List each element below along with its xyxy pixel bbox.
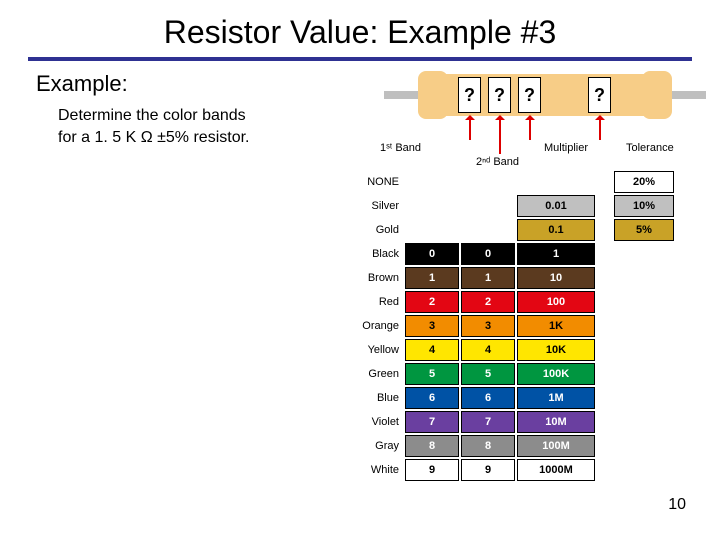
band-1: ? <box>458 77 481 113</box>
chart-cell <box>405 195 459 217</box>
chart-cell: 100M <box>517 435 595 457</box>
chart-cell: 5 <box>405 363 459 385</box>
resistor-body <box>418 74 672 116</box>
color-name: NONE <box>352 170 404 194</box>
band-3: ? <box>518 77 541 113</box>
arrow-4 <box>599 116 601 140</box>
chart-cell <box>405 219 459 241</box>
band-label-4: Tolerance <box>626 142 674 154</box>
page-title: Resistor Value: Example #3 <box>0 0 720 51</box>
arrow-3 <box>529 116 531 140</box>
chart-row: Blue661M <box>352 386 704 410</box>
chart-cell: 5% <box>614 219 674 241</box>
color-name: Black <box>352 242 404 266</box>
chart-row: Violet7710M <box>352 410 704 434</box>
color-name: Blue <box>352 386 404 410</box>
chart-cell: 1M <box>517 387 595 409</box>
chart-cell: 6 <box>405 387 459 409</box>
color-name: Gray <box>352 434 404 458</box>
chart-cell: 10 <box>517 267 595 289</box>
resistor-lead-right <box>668 91 706 99</box>
prompt-line1: Determine the color bands <box>58 107 246 124</box>
chart-cell: 7 <box>461 411 515 433</box>
prompt-text: Determine the color bands for a 1. 5 K Ω… <box>58 105 348 148</box>
chart-cell: 4 <box>461 339 515 361</box>
chart-cell: 9 <box>405 459 459 481</box>
chart-row: Silver 0.01 10% <box>352 194 704 218</box>
chart-row: Gold 0.1 5% <box>352 218 704 242</box>
chart-cell: 8 <box>405 435 459 457</box>
arrow-2 <box>499 116 501 154</box>
chart-row: Orange331K <box>352 314 704 338</box>
color-name: Violet <box>352 410 404 434</box>
chart-cell: 0.01 <box>517 195 595 217</box>
chart-cell: 4 <box>405 339 459 361</box>
chart-row: Red22100 <box>352 290 704 314</box>
chart-cell: 9 <box>461 459 515 481</box>
band-label-1: 1ˢᵗ Band <box>380 142 421 154</box>
chart-cell: 7 <box>405 411 459 433</box>
chart-cell: 10M <box>517 411 595 433</box>
chart-row: Brown1110 <box>352 266 704 290</box>
band-4: ? <box>588 77 611 113</box>
chart-cell: 2 <box>461 291 515 313</box>
color-name: Yellow <box>352 338 404 362</box>
color-chart: NONE20%Silver0.0110%Gold0.15%Black001Bro… <box>352 170 704 482</box>
chart-cell: 1 <box>461 267 515 289</box>
color-name: Red <box>352 290 404 314</box>
chart-row: White991000M <box>352 458 704 482</box>
chart-cell: 100K <box>517 363 595 385</box>
title-rule <box>28 57 692 61</box>
prompt-line2: for a 1. 5 K Ω ±5% resistor. <box>58 129 249 146</box>
chart-cell: 1 <box>405 267 459 289</box>
resistor-bulge-right <box>642 71 672 119</box>
chart-cell: 8 <box>461 435 515 457</box>
chart-cell <box>405 171 459 193</box>
chart-cell: 6 <box>461 387 515 409</box>
chart-row: Yellow4410K <box>352 338 704 362</box>
chart-cell <box>461 195 515 217</box>
resistor-lead-left <box>384 91 422 99</box>
resistor-bulge-left <box>418 71 448 119</box>
color-name: Brown <box>352 266 404 290</box>
chart-cell <box>461 171 515 193</box>
color-name: Green <box>352 362 404 386</box>
chart-cell <box>517 171 595 193</box>
color-name: Gold <box>352 218 404 242</box>
chart-cell: 1K <box>517 315 595 337</box>
band-label-2: 2ⁿᵈ Band <box>476 156 519 168</box>
chart-cell <box>461 219 515 241</box>
chart-row: Black001 <box>352 242 704 266</box>
chart-cell: 2 <box>405 291 459 313</box>
color-name: Orange <box>352 314 404 338</box>
chart-row: NONE 20% <box>352 170 704 194</box>
chart-cell: 1000M <box>517 459 595 481</box>
chart-cell: 5 <box>461 363 515 385</box>
chart-cell: 0 <box>461 243 515 265</box>
chart-cell: 0 <box>405 243 459 265</box>
chart-cell: 1 <box>517 243 595 265</box>
chart-cell: 10K <box>517 339 595 361</box>
color-name: Silver <box>352 194 404 218</box>
arrow-1 <box>469 116 471 140</box>
chart-cell: 3 <box>461 315 515 337</box>
chart-cell: 20% <box>614 171 674 193</box>
chart-cell: 0.1 <box>517 219 595 241</box>
chart-cell: 3 <box>405 315 459 337</box>
band-2: ? <box>488 77 511 113</box>
chart-cell: 10% <box>614 195 674 217</box>
chart-cell: 100 <box>517 291 595 313</box>
band-label-3: Multiplier <box>544 142 588 154</box>
color-name: White <box>352 458 404 482</box>
chart-row: Green55100K <box>352 362 704 386</box>
chart-row: Gray88100M <box>352 434 704 458</box>
page-number: 10 <box>668 496 686 514</box>
